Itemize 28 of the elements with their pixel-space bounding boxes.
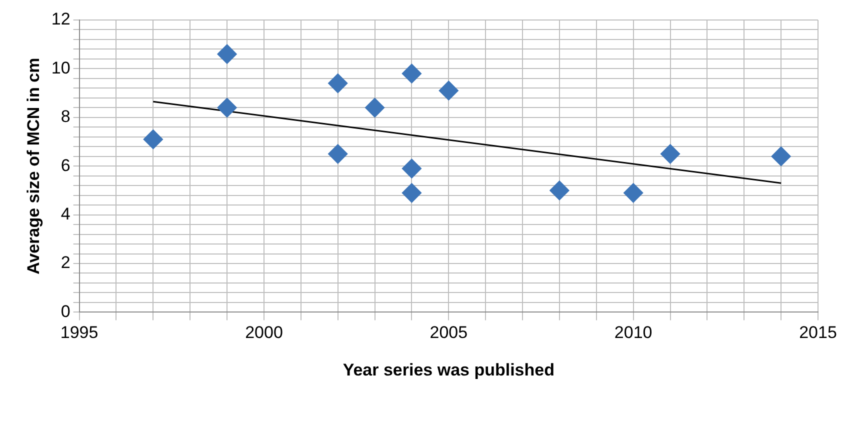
point <box>217 98 237 118</box>
x-tick-label: 2010 <box>614 323 652 342</box>
point <box>624 183 644 203</box>
point <box>217 44 237 64</box>
x-tick-label: 2015 <box>799 323 837 342</box>
x-axis-title: Year series was published <box>342 360 554 380</box>
point <box>660 144 680 164</box>
x-tick-label: 2005 <box>430 323 468 342</box>
point <box>402 64 422 84</box>
y-tick-label: 12 <box>51 10 70 29</box>
point <box>438 80 458 100</box>
point <box>402 158 422 178</box>
y-tick-label: 0 <box>60 302 70 321</box>
point <box>365 98 385 118</box>
y-tick-label: 2 <box>60 253 70 272</box>
x-tick-label: 2000 <box>245 323 283 342</box>
y-tick-label: 6 <box>60 156 70 175</box>
y-tick-label: 4 <box>60 204 70 224</box>
point <box>143 130 163 150</box>
point <box>402 183 422 203</box>
y-axis-title: Average size of MCN in cm <box>24 58 43 274</box>
point <box>771 146 791 166</box>
x-tick-label: 1995 <box>60 323 98 342</box>
y-tick-label: 8 <box>60 107 70 126</box>
point <box>550 180 570 200</box>
y-tick-label: 10 <box>51 58 70 78</box>
point <box>328 74 348 94</box>
point <box>328 144 348 164</box>
